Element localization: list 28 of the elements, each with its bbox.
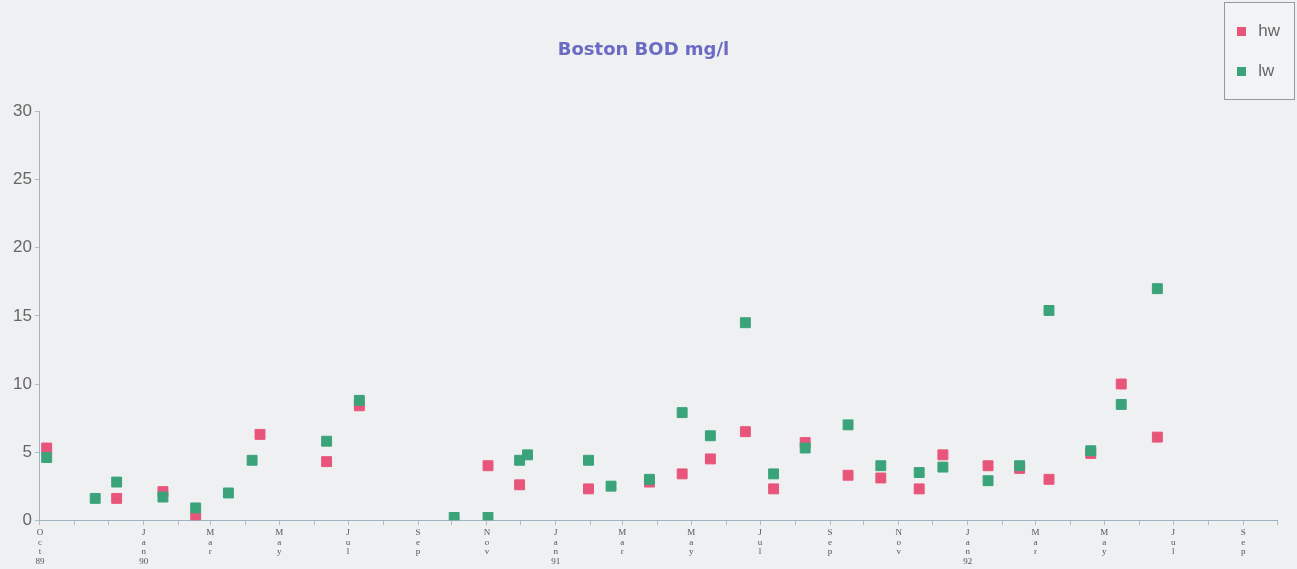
x-tick-label: Jul — [757, 527, 763, 557]
x-tick-label: Jul — [1170, 527, 1176, 557]
chart-title: Boston BOD mg/l — [557, 38, 730, 60]
x-tick-label: Nov — [483, 527, 491, 557]
x-tick-label: Mar — [1031, 527, 1040, 557]
x-tick-label: Jul — [345, 527, 351, 557]
y-tick-label: 5 — [22, 441, 32, 461]
y-tick-label: 30 — [12, 101, 32, 121]
y-tick-label: 0 — [22, 509, 32, 529]
x-tick-label: Jan 92 — [963, 527, 973, 566]
x-tick-label: Sep — [827, 527, 833, 557]
x-tick-label: Mar — [206, 527, 215, 557]
x-tick-label: Jan 91 — [551, 527, 561, 566]
legend-label: hw — [1258, 21, 1280, 41]
x-tick-label: Sep — [415, 527, 421, 557]
x-tick-label: Sep — [1240, 527, 1246, 557]
x-tick-label: May — [1100, 527, 1109, 557]
x-tick-label: Nov — [895, 527, 903, 557]
x-tick-label: Oct 89 — [35, 527, 45, 566]
y-tick-label: 25 — [12, 169, 32, 189]
y-tick-label: 20 — [12, 237, 32, 257]
x-tick-label: May — [687, 527, 696, 557]
y-tick-label: 10 — [12, 373, 32, 393]
legend-label: lw — [1258, 61, 1275, 81]
x-tick-label: Jan 90 — [139, 527, 149, 566]
x-tick-label: Mar — [618, 527, 627, 557]
y-tick-label: 15 — [12, 305, 32, 325]
x-tick-label: May — [275, 527, 284, 557]
